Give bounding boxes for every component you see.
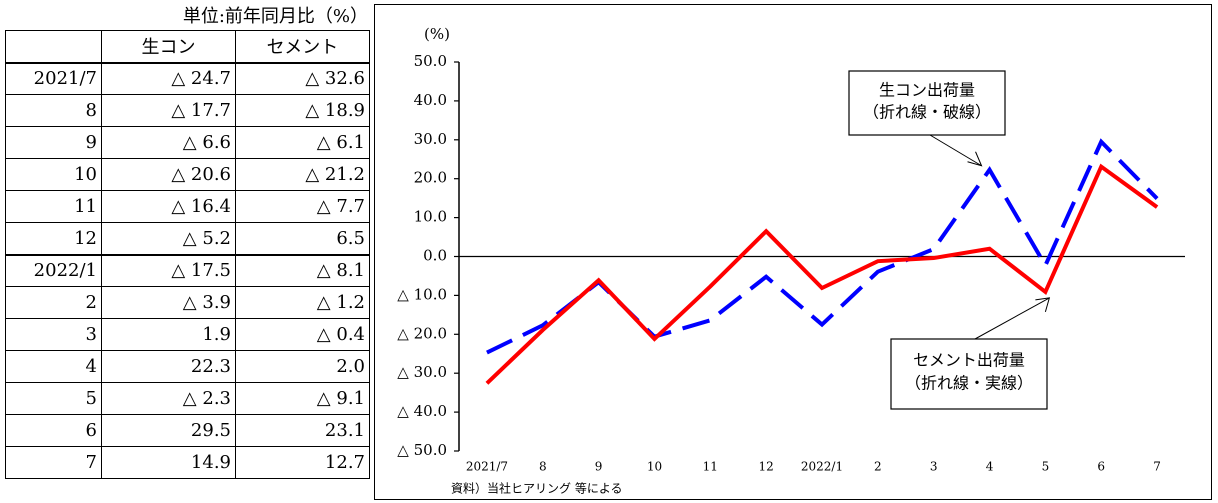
namacon-callout-box (848, 70, 1006, 136)
namacon-value-cell: △ 17.7 (101, 94, 236, 127)
table-row: 2 △ 3.9 △ 1.2 (5, 286, 370, 319)
table-header-namacon: 生コン (101, 30, 236, 63)
x-tick-label: 8 (539, 460, 547, 474)
cement-value-cell: △ 7.7 (235, 190, 370, 223)
cement-value-cell: △ 32.6 (235, 61, 370, 95)
cement-callout-box (890, 338, 1048, 410)
namacon-value-cell: △ 3.9 (101, 286, 236, 319)
y-tick-label: 20.0 (414, 169, 447, 187)
row-label-cell: 12 (5, 222, 102, 256)
x-tick-label: 2021/7 (466, 460, 508, 474)
cement-callout-line1: セメント出荷量 (913, 351, 1025, 370)
cement-series-line (485, 163, 1159, 385)
x-tick-label: 6 (1097, 460, 1105, 474)
table-row: 5 △ 2.3 △ 9.1 (5, 382, 370, 415)
x-tick-label: 12 (759, 460, 774, 474)
table-row: 12 △ 5.2 6.5 (5, 222, 370, 256)
namacon-series-line (486, 138, 1159, 355)
namacon-value-cell: △ 5.2 (101, 222, 236, 256)
y-axis-unit: (%) (424, 25, 450, 43)
y-tick-label: △ 50.0 (397, 441, 447, 459)
table-header-row: 生コン セメント (5, 30, 370, 63)
table-row: 9 △ 6.6 △ 6.1 (5, 126, 370, 159)
namacon-callout-line1: 生コン出荷量 (879, 81, 975, 100)
namacon-value-cell: △ 20.6 (101, 158, 236, 191)
row-label-cell: 10 (5, 158, 102, 191)
cement-value-cell: △ 1.2 (235, 286, 370, 319)
namacon-callout-line2: （折れ線・破線） (863, 103, 991, 122)
namacon-callout-arrowhead (967, 151, 983, 167)
x-tick-label: 2022/1 (801, 460, 843, 474)
row-label-cell: 9 (5, 126, 102, 159)
cement-value-cell: 23.1 (235, 414, 370, 447)
table-row: 2022/1 △ 17.5 △ 8.1 (5, 254, 370, 287)
x-tick-label: 2 (874, 460, 882, 474)
row-label-cell: 11 (5, 190, 102, 223)
namacon-callout-arrow (929, 134, 982, 167)
table-row: 3 1.9 △ 0.4 (5, 318, 370, 351)
cement-value-cell: 6.5 (235, 222, 370, 256)
table-header-blank (5, 30, 102, 63)
y-tick-label: 30.0 (414, 130, 447, 148)
row-label-cell: 6 (5, 414, 102, 447)
table-row: 4 22.3 2.0 (5, 350, 370, 383)
row-label-cell: 2021/7 (5, 61, 102, 95)
x-tick-label: 4 (986, 460, 994, 474)
cement-value-cell: △ 8.1 (235, 254, 370, 287)
y-tick-label: △ 30.0 (397, 363, 447, 381)
row-label-cell: 2 (5, 286, 102, 319)
namacon-value-cell: 29.5 (101, 414, 236, 447)
row-label-cell: 3 (5, 318, 102, 351)
cement-value-cell: △ 6.1 (235, 126, 370, 159)
cement-callout-arrow (974, 297, 1050, 340)
cement-value-cell: △ 18.9 (235, 94, 370, 127)
namacon-value-cell: △ 17.5 (101, 254, 236, 287)
namacon-value-cell: 1.9 (101, 318, 236, 351)
source-note: 資料）当社ヒアリング 等による (451, 481, 622, 496)
cement-value-cell: 2.0 (235, 350, 370, 383)
namacon-value-cell: △ 24.7 (101, 61, 236, 95)
row-label-cell: 4 (5, 350, 102, 383)
y-tick-label: △ 40.0 (397, 402, 447, 420)
y-tick-label: 10.0 (414, 208, 447, 226)
y-tick-label: 50.0 (414, 52, 447, 70)
namacon-value-cell: 22.3 (101, 350, 236, 383)
y-tick-label: 40.0 (414, 91, 447, 109)
cement-value-cell: △ 0.4 (235, 318, 370, 351)
row-label-cell: 2022/1 (5, 254, 102, 287)
x-tick-label: 10 (647, 460, 662, 474)
line-chart: (%) 50.0 40.0 30.0 20.0 10.0 0.0 △ 10.0 △ 20.0 △ … (397, 25, 1185, 496)
table-row: 8 △ 17.7 △ 18.9 (5, 94, 370, 127)
x-tick-label: 9 (595, 460, 603, 474)
row-label-cell: 7 (5, 446, 102, 479)
y-tick-label: △ 20.0 (397, 324, 447, 342)
table-row: 6 29.5 23.1 (5, 414, 370, 447)
x-tick-label: 7 (1153, 460, 1161, 474)
table-row: 2021/7 △ 24.7 △ 32.6 (5, 61, 370, 95)
x-tick-label: 5 (1042, 460, 1050, 474)
cement-callout-line2: （折れ線・実線） (905, 374, 1033, 393)
y-tick-label: △ 10.0 (397, 285, 447, 303)
cement-callout-arrowhead (1035, 297, 1051, 313)
namacon-value-cell: △ 6.6 (101, 126, 236, 159)
x-tick-label: 3 (930, 460, 938, 474)
cement-value-cell: △ 9.1 (235, 382, 370, 415)
row-label-cell: 5 (5, 382, 102, 415)
x-tick-label: 11 (703, 460, 718, 474)
namacon-value-cell: △ 2.3 (101, 382, 236, 415)
row-label-cell: 8 (5, 94, 102, 127)
table-body: 2021/7 △ 24.7 △ 32.6 8 △ 17.7 △ 18.9 9 △ 6.6 △ 6… (5, 61, 370, 479)
namacon-value-cell: △ 16.4 (101, 190, 236, 223)
unit-label: 単位:前年同月比（%） (182, 6, 368, 27)
data-table: 生コン セメント 2021/7 △ 24.7 △ 32.6 8 △ 17.7 △ 18.9… (5, 30, 370, 479)
y-tick-label: 0.0 (423, 247, 447, 265)
table-header-cement: セメント (235, 30, 370, 63)
chart-frame: (%) 50.0 40.0 30.0 20.0 10.0 0.0 △ 10.0 △ 20.0 △ … (374, 4, 1212, 500)
cement-value-cell: △ 21.2 (235, 158, 370, 191)
table-row: 7 14.9 12.7 (5, 446, 370, 479)
table-row: 10 △ 20.6 △ 21.2 (5, 158, 370, 191)
namacon-value-cell: 14.9 (101, 446, 236, 479)
cement-value-cell: 12.7 (235, 446, 370, 479)
table-row: 11 △ 16.4 △ 7.7 (5, 190, 370, 223)
